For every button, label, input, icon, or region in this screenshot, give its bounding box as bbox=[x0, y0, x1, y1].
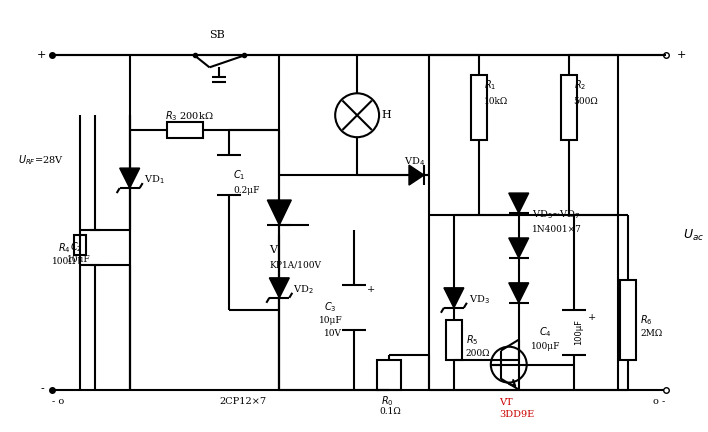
Text: - o: - o bbox=[52, 397, 64, 406]
Text: $U_{ac}$: $U_{ac}$ bbox=[683, 227, 704, 242]
Text: VD$_5$~VD$_7$: VD$_5$~VD$_7$ bbox=[532, 209, 581, 222]
Text: 2MΩ: 2MΩ bbox=[641, 329, 663, 338]
Text: $C_3$: $C_3$ bbox=[324, 300, 337, 314]
Text: VD$_3$: VD$_3$ bbox=[469, 293, 490, 306]
Bar bbox=[74, 235, 86, 255]
Text: 3DD9E: 3DD9E bbox=[499, 410, 534, 419]
Bar bbox=[471, 75, 487, 140]
Text: H: H bbox=[381, 110, 391, 120]
Text: $C_2$: $C_2$ bbox=[70, 240, 82, 254]
Text: 500Ω: 500Ω bbox=[573, 97, 598, 106]
Text: SB: SB bbox=[210, 30, 225, 41]
Text: 10μF: 10μF bbox=[319, 316, 343, 325]
Text: +: + bbox=[588, 313, 596, 322]
Text: 200Ω: 200Ω bbox=[466, 349, 491, 358]
Text: VD$_2$: VD$_2$ bbox=[293, 283, 314, 296]
Bar bbox=[446, 320, 462, 360]
Bar bbox=[620, 280, 636, 360]
Text: $R_0$: $R_0$ bbox=[381, 395, 394, 408]
Text: $C_4$: $C_4$ bbox=[539, 325, 552, 339]
Text: -: - bbox=[40, 384, 44, 394]
Polygon shape bbox=[444, 288, 464, 308]
Text: $R_5$: $R_5$ bbox=[466, 333, 479, 346]
Text: +: + bbox=[38, 51, 47, 60]
Text: 2CP12×7: 2CP12×7 bbox=[219, 397, 267, 406]
Text: 1N4001×7: 1N4001×7 bbox=[532, 226, 581, 235]
Text: VT: VT bbox=[499, 398, 513, 407]
Bar bbox=[377, 360, 401, 390]
Polygon shape bbox=[509, 238, 529, 258]
Text: $R_3$ 200kΩ: $R_3$ 200kΩ bbox=[164, 109, 213, 123]
Text: 100μF: 100μF bbox=[531, 342, 560, 351]
Polygon shape bbox=[409, 165, 424, 185]
Text: $U_{RF}$=28V: $U_{RF}$=28V bbox=[18, 153, 64, 167]
Text: KP1A/100V: KP1A/100V bbox=[269, 260, 321, 270]
Text: $R_1$: $R_1$ bbox=[484, 79, 496, 92]
Bar bbox=[561, 75, 576, 140]
Text: 10kΩ: 10kΩ bbox=[484, 97, 508, 106]
Text: $R_6$: $R_6$ bbox=[641, 313, 653, 327]
Text: 100Ω: 100Ω bbox=[52, 257, 76, 267]
Text: $C_1$: $C_1$ bbox=[234, 168, 246, 182]
Polygon shape bbox=[269, 278, 290, 298]
Text: VD$_4$: VD$_4$ bbox=[404, 155, 425, 168]
Polygon shape bbox=[509, 193, 529, 213]
Text: $R_2$: $R_2$ bbox=[573, 79, 586, 92]
Text: 0.1Ω: 0.1Ω bbox=[379, 407, 401, 416]
Text: +: + bbox=[367, 285, 375, 294]
Text: 10μF: 10μF bbox=[67, 255, 91, 264]
Text: o -: o - bbox=[653, 397, 666, 406]
Polygon shape bbox=[120, 168, 139, 188]
Text: 0.2μF: 0.2μF bbox=[234, 186, 260, 194]
Text: VD$_1$: VD$_1$ bbox=[144, 174, 164, 187]
Text: 100μF: 100μF bbox=[574, 319, 583, 345]
Text: V: V bbox=[269, 245, 278, 255]
Polygon shape bbox=[268, 200, 291, 225]
Polygon shape bbox=[509, 283, 529, 303]
Text: +: + bbox=[676, 51, 686, 60]
Text: $R_4$: $R_4$ bbox=[58, 241, 71, 255]
Bar bbox=[166, 122, 202, 138]
Text: 10V: 10V bbox=[324, 329, 342, 338]
